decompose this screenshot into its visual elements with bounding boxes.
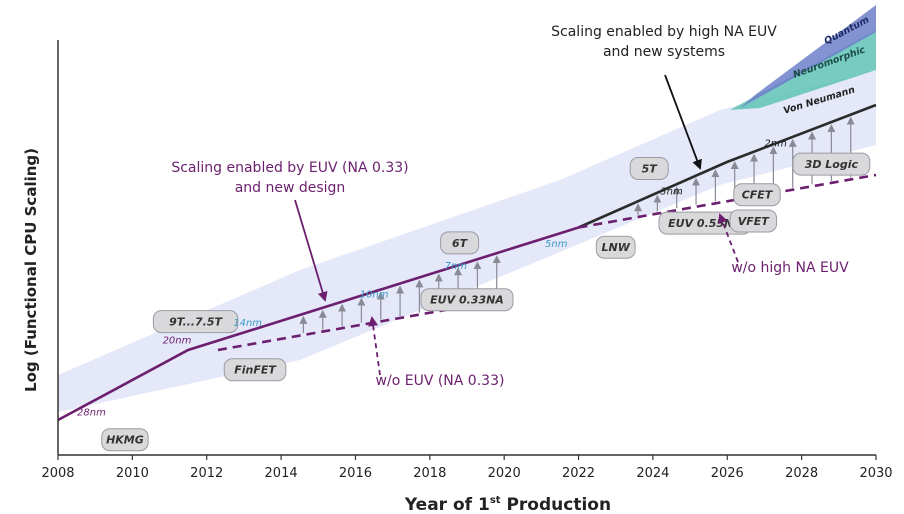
x-tick-label: 2028 (785, 466, 818, 481)
tech-box (792, 152, 871, 176)
tech-box-label: 3D Logic (805, 158, 859, 171)
tech-box-label: VFET (738, 215, 771, 228)
x-ticks: 2008 2010 2012 2014 2016 2018 2020 2022 2024 2026… (41, 455, 893, 481)
annotation-text: and new design (235, 180, 346, 196)
tech-box (101, 428, 149, 452)
node-labels: 28nm 20nm 14nm 10nm 7nm 5nm 3nm 2nm (77, 139, 787, 419)
tech-box (729, 209, 777, 233)
series-line-1 (578, 103, 877, 229)
x-tick-label: 2022 (562, 466, 595, 481)
x-tick-label: 2014 (265, 466, 298, 481)
x-tick-label: 2020 (488, 466, 521, 481)
node-label: 10nm (360, 290, 389, 301)
node-label: 2nm (764, 139, 787, 150)
x-tick-label: 2018 (413, 466, 446, 481)
tech-box (152, 310, 239, 334)
series-line-3 (578, 173, 877, 229)
tech-box (420, 288, 514, 312)
node-label: 3nm (660, 187, 683, 198)
series-line-0 (57, 226, 579, 422)
annotation-text: w/o EUV (NA 0.33) (376, 373, 505, 389)
node-label: 14nm (233, 318, 262, 329)
annotation-text: Scaling enabled by EUV (NA 0.33) (171, 160, 408, 176)
annotation-text: and new systems (603, 44, 725, 60)
tech-box-label: FinFET (234, 364, 277, 377)
x-tick-label: 2024 (636, 466, 669, 481)
tech-box (223, 358, 287, 382)
tech-box-label: 5T (642, 162, 659, 175)
annotation-arrow (294, 199, 328, 302)
annotation-arrow (368, 316, 381, 376)
tech-box (595, 235, 636, 259)
y-axis-title: Log (Functional CPU Scaling) (22, 148, 40, 392)
tech-box (629, 156, 669, 180)
tech-box-label: HKMG (106, 434, 144, 447)
x-tick-label: 2008 (41, 466, 74, 481)
x-tick-label: 2012 (190, 466, 223, 481)
tech-box-label: 9T...7.5T (169, 316, 223, 329)
annotation-arrow (664, 74, 702, 170)
x-axis-title: Year of 1st Production (404, 495, 611, 514)
x-tick-label: 2010 (116, 466, 149, 481)
x-tick-label: 2016 (339, 466, 372, 481)
x-tick-label: 2030 (859, 466, 892, 481)
annotation-text: Scaling enabled by high NA EUV (551, 24, 777, 40)
x-tick-label: 2026 (711, 466, 744, 481)
node-label: 20nm (163, 335, 192, 346)
annotations: Scaling enabled by EUV (NA 0.33) and new … (171, 24, 849, 389)
tech-box (440, 231, 480, 255)
tech-box (733, 183, 781, 207)
tech-box-label: LNW (602, 241, 631, 254)
annotation-text: w/o high NA EUV (731, 260, 849, 276)
tech-box-label: EUV 0.33NA (430, 294, 504, 307)
tech-box-label: 6T (452, 237, 469, 250)
node-label: 28nm (77, 408, 106, 419)
node-label: 5nm (545, 239, 568, 250)
tech-box-label: CFET (742, 189, 774, 202)
node-label: 7nm (445, 261, 468, 272)
band-quantum (740, 5, 876, 108)
